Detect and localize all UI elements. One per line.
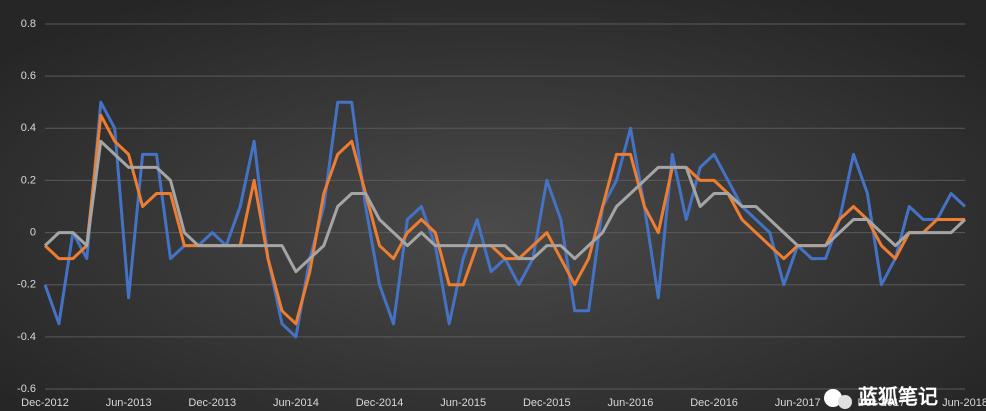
x-tick-label: Jun-2018 (942, 397, 986, 409)
watermark: 蓝狐笔记 (858, 385, 938, 409)
x-tick-label: Dec-2014 (356, 397, 404, 409)
x-tick-label: Jun-2013 (106, 397, 152, 409)
y-tick-label: 0.8 (21, 18, 36, 30)
x-tick-label: Dec-2012 (21, 397, 69, 409)
x-tick-label: Dec-2017 (858, 397, 906, 409)
watermark-group: 蓝狐笔记 (824, 385, 938, 409)
x-tick-label: Jun-2016 (608, 397, 654, 409)
y-tick-label: 0.6 (21, 70, 36, 82)
y-tick-label: 0.2 (21, 174, 36, 186)
y-tick-label: -0.4 (17, 331, 36, 343)
y-tick-label: -0.2 (17, 279, 36, 291)
x-tick-label: Dec-2016 (690, 397, 738, 409)
x-tick-label: Dec-2015 (523, 397, 571, 409)
x-tick-label: Jun-2017 (775, 397, 821, 409)
y-tick-label: -0.6 (17, 383, 36, 395)
x-tick-label: Dec-2013 (188, 397, 236, 409)
y-tick-label: 0 (30, 226, 36, 238)
x-tick-label: Jun-2014 (273, 397, 319, 409)
series-line (43, 139, 967, 274)
y-tick-label: 0.4 (21, 122, 36, 134)
x-tick-label: Jun-2015 (440, 397, 486, 409)
wechat-icon (824, 389, 842, 407)
plot-area: -0.6 -0.4 -0.2 0 0.2 0.4 0.6 0.8 Dec-2012 Jun-201… (17, 18, 986, 409)
wechat-icon (838, 395, 852, 409)
